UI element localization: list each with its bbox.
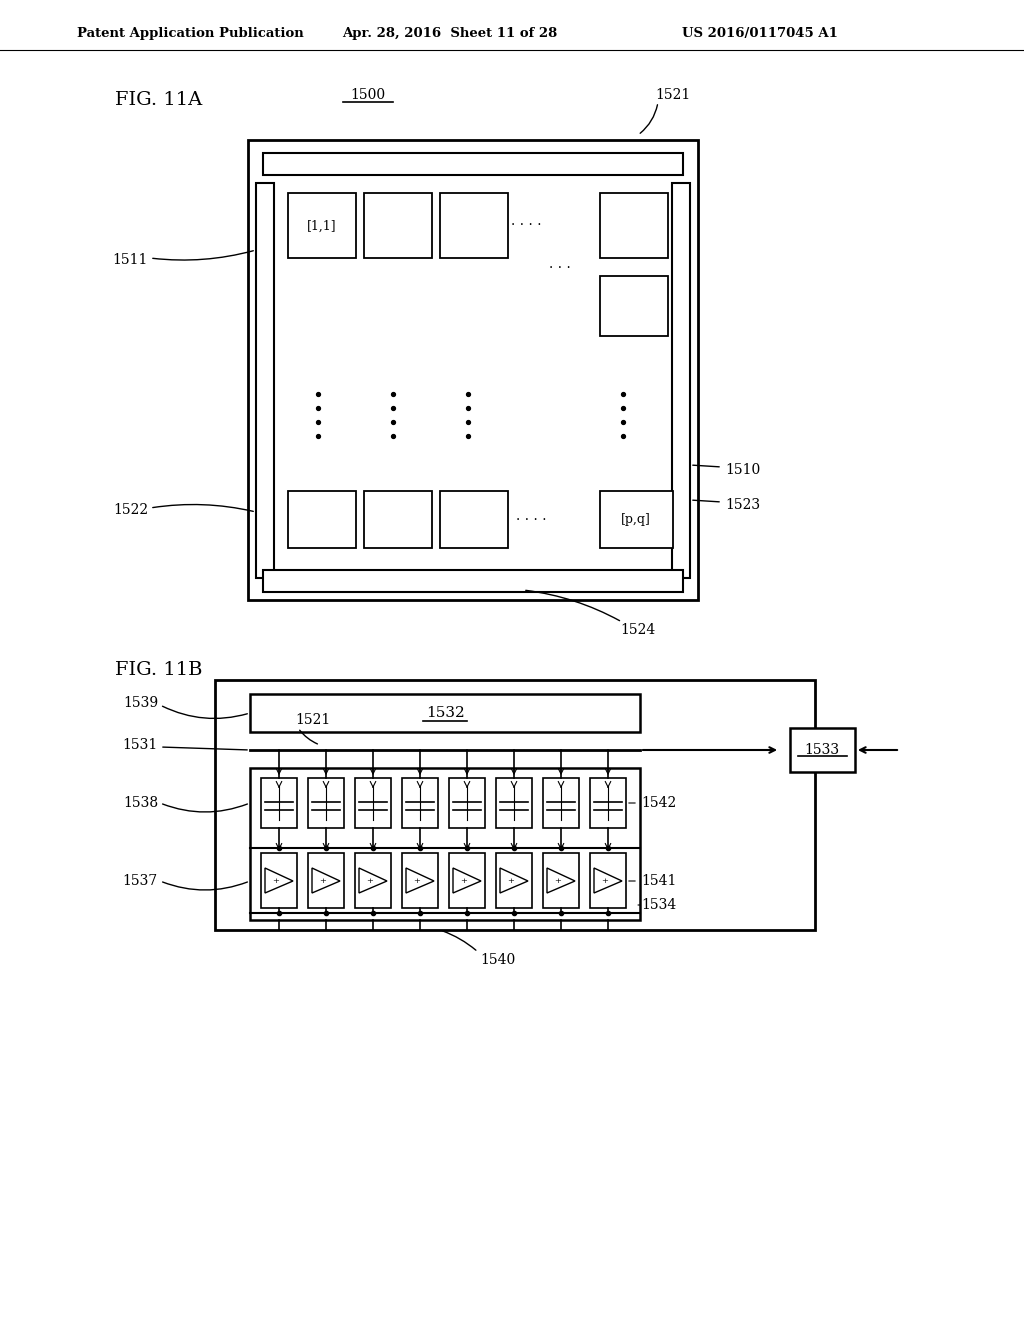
Bar — [261, 777, 297, 828]
Text: · · · ·: · · · · — [516, 513, 547, 527]
Bar — [355, 853, 391, 908]
Text: 1524: 1524 — [620, 623, 655, 638]
Text: FIG. 11A: FIG. 11A — [115, 91, 203, 110]
Bar — [261, 853, 297, 908]
Text: +: + — [367, 876, 374, 884]
Text: 1539: 1539 — [123, 696, 158, 710]
Bar — [449, 777, 485, 828]
Text: 1537: 1537 — [123, 874, 158, 888]
Text: 1532: 1532 — [426, 706, 464, 719]
Bar — [600, 491, 673, 548]
Bar — [590, 777, 626, 828]
Bar — [308, 777, 344, 828]
Bar — [248, 140, 698, 601]
Bar — [364, 193, 432, 257]
Text: +: + — [272, 876, 280, 884]
Text: US 2016/0117045 A1: US 2016/0117045 A1 — [682, 26, 838, 40]
Bar — [250, 694, 640, 733]
Text: +: + — [601, 876, 608, 884]
Text: +: + — [508, 876, 514, 884]
Text: 1510: 1510 — [725, 463, 760, 477]
Text: Patent Application Publication: Patent Application Publication — [77, 26, 303, 40]
Text: 1541: 1541 — [641, 874, 677, 888]
Text: +: + — [319, 876, 327, 884]
Bar — [600, 276, 668, 337]
Text: 1542: 1542 — [641, 796, 676, 810]
Bar — [790, 729, 855, 772]
Text: 1534: 1534 — [641, 898, 676, 912]
Bar — [355, 777, 391, 828]
Bar — [440, 193, 508, 257]
Bar — [496, 777, 532, 828]
Text: 1540: 1540 — [480, 953, 515, 968]
Text: FIG. 11B: FIG. 11B — [115, 661, 203, 678]
Text: 1531: 1531 — [123, 738, 158, 752]
Text: 1523: 1523 — [725, 498, 760, 512]
Text: +: + — [414, 876, 421, 884]
Bar — [263, 153, 683, 176]
Text: 1511: 1511 — [113, 253, 148, 267]
Bar — [590, 853, 626, 908]
Text: Apr. 28, 2016  Sheet 11 of 28: Apr. 28, 2016 Sheet 11 of 28 — [342, 26, 558, 40]
Text: 1538: 1538 — [123, 796, 158, 810]
Bar — [496, 853, 532, 908]
Bar — [672, 183, 690, 578]
Bar — [288, 491, 356, 548]
Text: 1521: 1521 — [295, 713, 331, 727]
Text: · · ·: · · · — [549, 261, 571, 275]
Bar — [449, 853, 485, 908]
Text: 1521: 1521 — [655, 88, 690, 102]
Bar — [600, 193, 668, 257]
Text: 1522: 1522 — [113, 503, 148, 517]
Bar — [402, 853, 438, 908]
Bar — [215, 680, 815, 931]
Text: 1500: 1500 — [350, 88, 386, 102]
Text: [1,1]: [1,1] — [307, 219, 337, 232]
Bar — [402, 777, 438, 828]
Bar — [543, 853, 579, 908]
Text: +: + — [555, 876, 561, 884]
Bar — [543, 777, 579, 828]
Bar — [308, 853, 344, 908]
Text: [p,q]: [p,q] — [622, 513, 651, 527]
Text: 1533: 1533 — [805, 743, 840, 756]
Bar — [256, 183, 274, 578]
Bar — [263, 570, 683, 591]
Text: · · · ·: · · · · — [511, 218, 542, 232]
Bar — [288, 193, 356, 257]
Bar — [440, 491, 508, 548]
Bar — [250, 768, 640, 920]
Text: +: + — [461, 876, 467, 884]
Bar — [364, 491, 432, 548]
